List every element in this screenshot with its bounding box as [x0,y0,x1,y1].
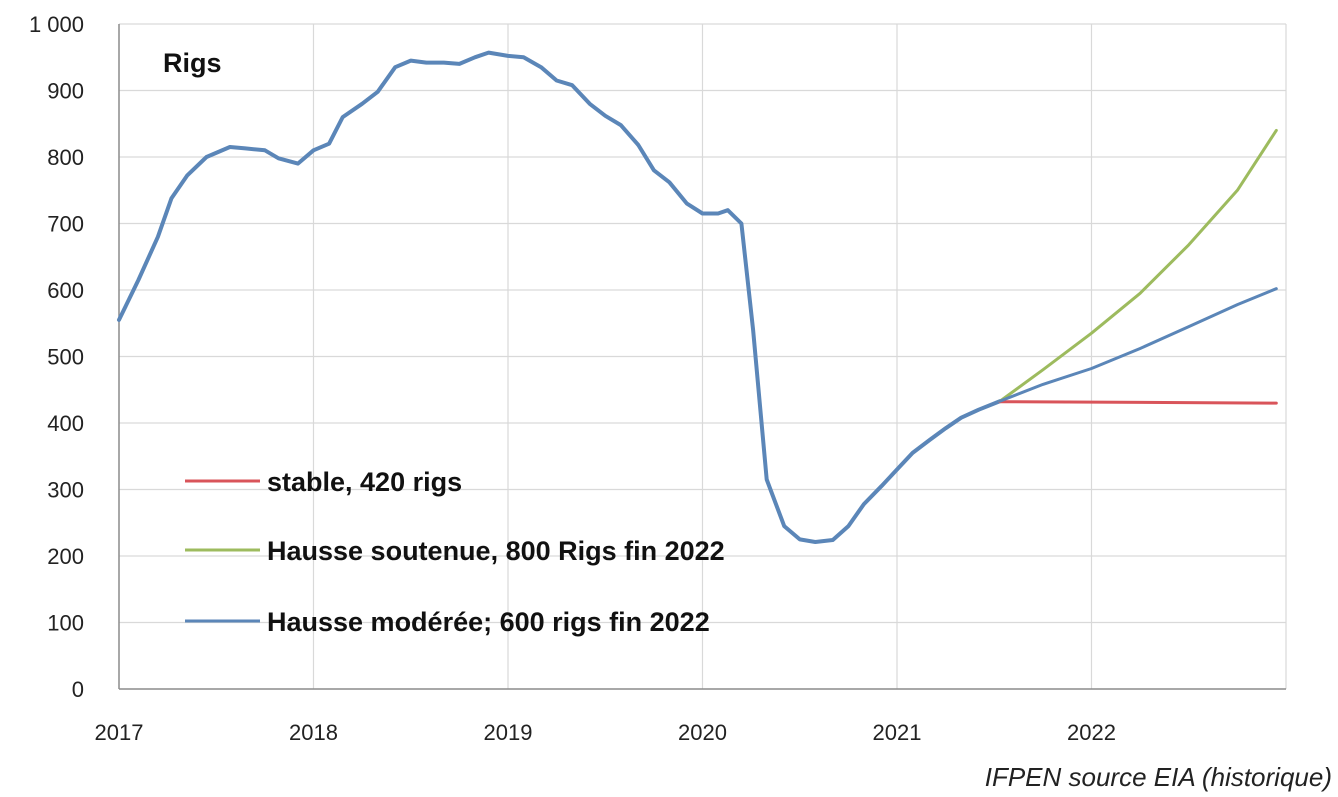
x-tick-label: 2018 [289,720,338,745]
stable-scenario-line [998,400,1278,405]
legend-label: Hausse soutenue, 800 Rigs fin 2022 [267,536,725,566]
y-tick-label: 300 [47,478,84,503]
chart-title: Rigs [163,48,222,78]
x-tick-label: 2022 [1067,720,1116,745]
moderate-rise-scenario-line [998,287,1278,403]
legend-label: stable, 420 rigs [267,467,462,497]
y-tick-label: 400 [47,411,84,436]
axes [118,24,1286,690]
y-tick-label: 500 [47,345,84,370]
y-axis-ticks: 0 100 200 300 400 500 600 700 800 900 1 000 [29,12,84,702]
x-tick-label: 2020 [678,720,727,745]
legend: stable, 420 rigs Hausse soutenue, 800 Rig… [185,467,725,637]
y-tick-label: 900 [47,79,84,104]
vertical-gridlines [312,24,1287,689]
y-tick-label: 700 [47,212,84,237]
legend-label: Hausse modérée; 600 rigs fin 2022 [267,607,710,637]
x-tick-label: 2021 [873,720,922,745]
sustained-rise-scenario-line [998,128,1278,403]
y-tick-label: 600 [47,278,84,303]
source-note: IFPEN source EIA (historique) [985,762,1332,792]
y-tick-label: 1 000 [29,12,84,37]
historical-rig-count-line [117,50,1003,544]
y-tick-label: 100 [47,611,84,636]
y-tick-label: 800 [47,145,84,170]
x-tick-label: 2019 [484,720,533,745]
y-tick-label: 200 [47,544,84,569]
series-lines [117,50,1278,544]
x-axis-ticks: 2017 2018 2019 2020 2021 2022 [95,720,1116,745]
x-tick-label: 2017 [95,720,144,745]
y-tick-label: 0 [72,677,84,702]
